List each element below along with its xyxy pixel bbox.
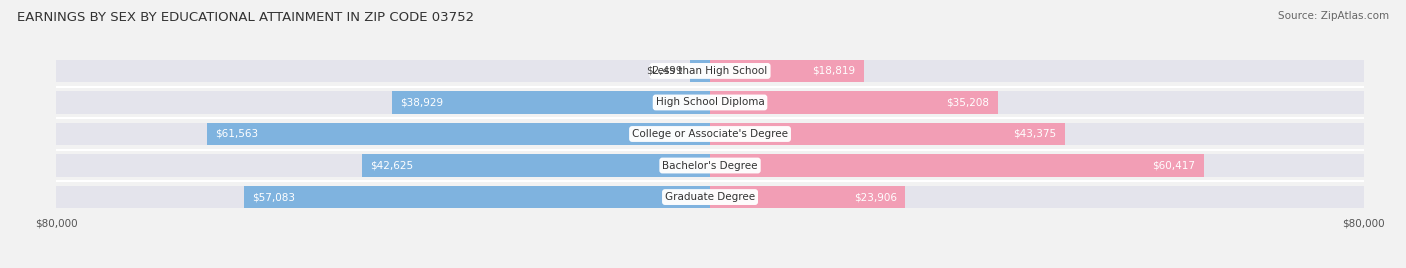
- Text: Bachelor's Degree: Bachelor's Degree: [662, 161, 758, 170]
- Bar: [56, 186, 1364, 209]
- Bar: [243, 186, 710, 209]
- Text: $18,819: $18,819: [813, 66, 856, 76]
- Bar: [392, 91, 710, 114]
- Bar: [710, 91, 998, 114]
- Text: $35,208: $35,208: [946, 98, 990, 107]
- Text: $61,563: $61,563: [215, 129, 259, 139]
- Text: College or Associate's Degree: College or Associate's Degree: [633, 129, 787, 139]
- Text: $42,625: $42,625: [370, 161, 413, 170]
- Bar: [207, 123, 710, 145]
- Text: EARNINGS BY SEX BY EDUCATIONAL ATTAINMENT IN ZIP CODE 03752: EARNINGS BY SEX BY EDUCATIONAL ATTAINMEN…: [17, 11, 474, 24]
- Text: Source: ZipAtlas.com: Source: ZipAtlas.com: [1278, 11, 1389, 21]
- Bar: [710, 154, 1204, 177]
- Text: $57,083: $57,083: [252, 192, 295, 202]
- Bar: [710, 123, 1064, 145]
- Bar: [56, 91, 1364, 114]
- Bar: [56, 123, 1364, 145]
- Text: $23,906: $23,906: [855, 192, 897, 202]
- Text: $60,417: $60,417: [1153, 161, 1195, 170]
- Text: $38,929: $38,929: [401, 98, 443, 107]
- Text: Graduate Degree: Graduate Degree: [665, 192, 755, 202]
- Bar: [56, 154, 1364, 177]
- Bar: [361, 154, 710, 177]
- Bar: [710, 59, 863, 82]
- Text: $2,499: $2,499: [647, 66, 683, 76]
- Text: Less than High School: Less than High School: [652, 66, 768, 76]
- Bar: [689, 59, 710, 82]
- Text: High School Diploma: High School Diploma: [655, 98, 765, 107]
- Bar: [56, 59, 1364, 82]
- Text: $43,375: $43,375: [1014, 129, 1056, 139]
- Bar: [710, 186, 905, 209]
